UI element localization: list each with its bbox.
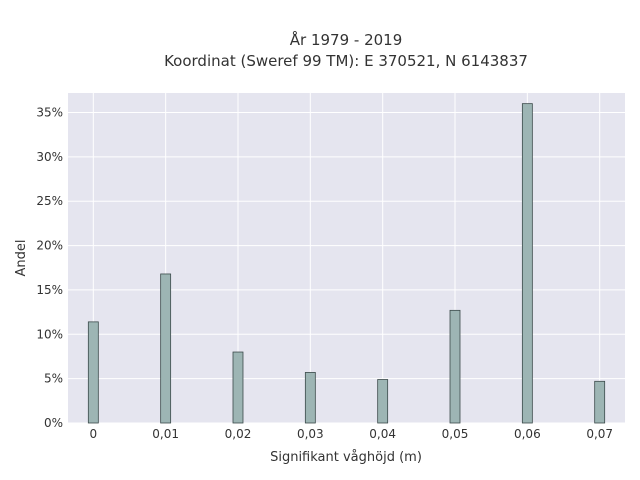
y-axis-label: Andel: [14, 240, 29, 277]
x-tick-label: 0,07: [586, 427, 613, 441]
x-tick-label: 0,05: [442, 427, 469, 441]
y-tick-label: 10%: [36, 327, 63, 341]
bar: [594, 380, 606, 424]
bar: [304, 372, 316, 424]
x-tick-label: 0,02: [225, 427, 252, 441]
y-tick-label: 15%: [36, 283, 63, 297]
chart-title: År 1979 - 2019: [290, 30, 403, 49]
bar: [377, 379, 389, 424]
bar: [160, 273, 172, 424]
x-tick-label: 0,03: [297, 427, 324, 441]
chart-subtitle: Koordinat (Sweref 99 TM): E 370521, N 61…: [164, 52, 528, 70]
bar: [521, 103, 533, 424]
y-tick-label: 5%: [44, 372, 63, 386]
plot-area: [68, 93, 625, 423]
bar: [449, 309, 461, 424]
y-tick-label: 30%: [36, 150, 63, 164]
bar: [232, 351, 244, 424]
y-tick-label: 35%: [36, 106, 63, 120]
bars: [87, 103, 606, 424]
y-tick-label: 20%: [36, 239, 63, 253]
x-axis-label: Signifikant våghöjd (m): [270, 450, 422, 465]
y-axis-ticks: 0% 5% 10% 15% 20% 25% 30% 35%: [36, 106, 63, 430]
x-axis-ticks: 0 0,01 0,02 0,03 0,04 0,05 0,06 0,07: [89, 427, 613, 441]
y-tick-label: 0%: [44, 416, 63, 430]
x-tick-label: 0,04: [369, 427, 396, 441]
bar: [87, 321, 99, 424]
x-tick-label: 0,01: [152, 427, 179, 441]
y-tick-label: 25%: [36, 194, 63, 208]
x-tick-label: 0: [89, 427, 97, 441]
x-tick-label: 0,06: [514, 427, 541, 441]
